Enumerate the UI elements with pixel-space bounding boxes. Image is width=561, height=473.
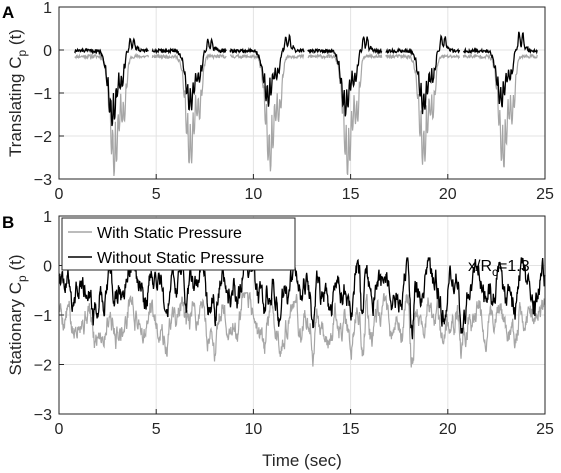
without-static-line-segment-1 bbox=[74, 37, 149, 127]
with-static-line-segment-3 bbox=[229, 52, 305, 172]
x-tick-label: 10 bbox=[245, 421, 263, 438]
with-static-line bbox=[58, 291, 546, 368]
without-static-line-segment-6 bbox=[462, 31, 538, 108]
y-tick-label: 0 bbox=[43, 259, 52, 276]
with-static-line-segment-6 bbox=[462, 53, 538, 168]
panel-b-label: B bbox=[2, 213, 14, 232]
with-static-line-segment-5 bbox=[385, 53, 461, 165]
x-tick-label: 0 bbox=[55, 186, 64, 203]
y-tick-label: −3 bbox=[34, 172, 52, 189]
panel-b-series bbox=[58, 257, 546, 368]
x-tick-label: 15 bbox=[342, 421, 360, 438]
with-static-line-segment-1 bbox=[74, 52, 149, 176]
x-tick-label: 15 bbox=[342, 186, 360, 203]
without-static-line-segment-2 bbox=[151, 37, 227, 111]
panel-a-series bbox=[74, 31, 538, 176]
with-static-line-segment-2 bbox=[151, 52, 227, 164]
x-tick-label: 10 bbox=[245, 186, 263, 203]
x-tick-label: 20 bbox=[439, 186, 457, 203]
with-static-line-segment-4 bbox=[307, 52, 383, 176]
y-tick-label: 0 bbox=[43, 43, 52, 60]
without-static-line-segment-3 bbox=[229, 33, 305, 107]
panel-a: A 0 5 10 15 20 25 −3 −2 −1 0 1 Translating Cp (t) bbox=[2, 0, 554, 203]
without-static-line-segment-5 bbox=[385, 34, 461, 115]
panel-a-ticks: 0 5 10 15 20 25 −3 −2 −1 0 1 bbox=[34, 0, 554, 203]
y-tick-label: −1 bbox=[34, 86, 52, 103]
x-tick-label: 5 bbox=[152, 186, 161, 203]
legend: With Static Pressure Without Static Pres… bbox=[61, 217, 296, 271]
panel-b: B 0 5 10 15 20 25 −3 −2 −1 0 1 Stationary Cp (t) T… bbox=[2, 209, 554, 470]
position-annotation: x/Rc=1.3 bbox=[468, 258, 530, 279]
panel-b-ylabel: Stationary Cp (t) bbox=[6, 254, 29, 375]
legend-label-with-static: With Static Pressure bbox=[97, 225, 242, 242]
y-tick-label: −1 bbox=[34, 308, 52, 325]
y-tick-label: −2 bbox=[34, 129, 52, 146]
x-tick-label: 20 bbox=[439, 421, 457, 438]
without-static-line-segment-4 bbox=[307, 35, 383, 117]
y-tick-label: 1 bbox=[43, 0, 52, 17]
panel-b-ticks: 0 5 10 15 20 25 −3 −2 −1 0 1 bbox=[34, 209, 554, 438]
legend-label-without-static: Without Static Pressure bbox=[97, 250, 264, 267]
x-tick-label: 5 bbox=[152, 421, 161, 438]
legend-box bbox=[61, 217, 296, 271]
y-tick-label: −2 bbox=[34, 358, 52, 375]
panel-a-ylabel: Translating Cp (t) bbox=[6, 29, 29, 157]
panel-b-xlabel: Time (sec) bbox=[262, 451, 342, 470]
panel-a-grid bbox=[59, 7, 545, 179]
x-tick-label: 0 bbox=[55, 421, 64, 438]
x-tick-label: 25 bbox=[536, 421, 554, 438]
without-static-line bbox=[58, 257, 546, 340]
panel-a-label: A bbox=[2, 3, 14, 22]
y-tick-label: 1 bbox=[43, 209, 52, 226]
x-tick-label: 25 bbox=[536, 186, 554, 203]
y-tick-label: −3 bbox=[34, 407, 52, 424]
